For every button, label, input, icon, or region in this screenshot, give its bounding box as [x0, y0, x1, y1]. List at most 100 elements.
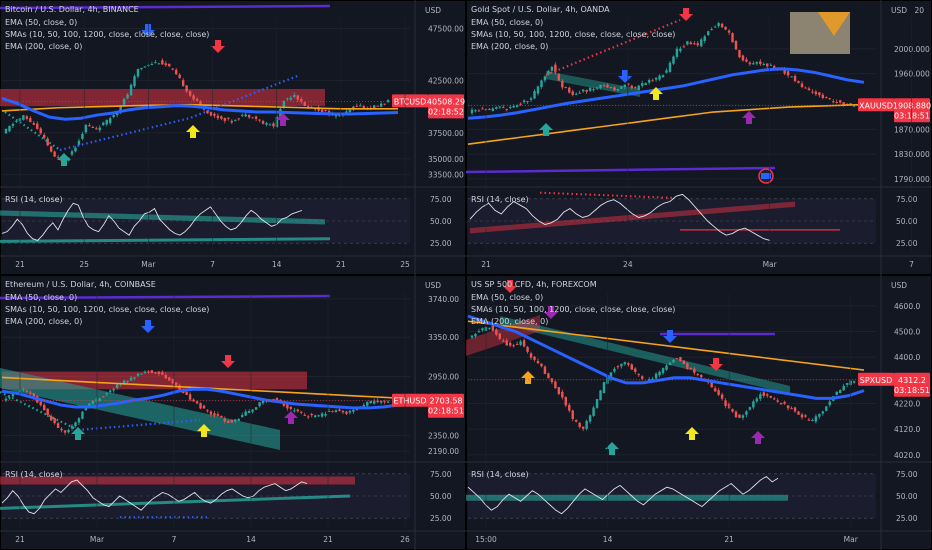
candle-body	[98, 398, 102, 401]
candle-body	[206, 410, 209, 412]
candle-body	[703, 36, 706, 41]
candle-body	[543, 366, 547, 374]
candle-body	[568, 404, 571, 411]
time-tick: 25	[79, 260, 89, 269]
time-tick: 21	[724, 535, 734, 544]
candle-body	[640, 83, 644, 86]
candle-body	[811, 91, 814, 93]
candle-body	[8, 126, 11, 132]
rsi-level-tick: 25.00	[896, 239, 918, 248]
candle-body	[814, 91, 818, 95]
candle-body	[25, 390, 29, 392]
candle-body	[199, 101, 202, 106]
candle-body	[171, 379, 174, 384]
candle-body	[88, 125, 91, 127]
candle-body	[140, 67, 143, 69]
candle-body	[700, 39, 703, 47]
currency-label: USD	[891, 281, 907, 290]
price-tick: 4120.0	[894, 425, 920, 434]
candle-body	[341, 410, 345, 413]
chart-title: Gold Spot / U.S. Dollar, 4h, OANDA	[471, 5, 610, 14]
candle-body	[564, 397, 568, 406]
candle-body	[150, 64, 154, 66]
candle-body	[498, 333, 502, 339]
candle-body	[102, 396, 105, 398]
candle-body	[738, 50, 741, 58]
candle-body	[627, 363, 630, 365]
candle-body	[606, 84, 609, 88]
rsi-trend-band	[0, 210, 325, 225]
rsi-level-tick: 75.00	[896, 470, 918, 479]
candle-body	[623, 362, 627, 365]
candle-body	[240, 115, 244, 117]
price-tag	[894, 98, 930, 123]
candle-body	[536, 86, 540, 94]
candle-body	[717, 23, 720, 26]
candle-body	[515, 105, 519, 107]
candle-body	[46, 138, 49, 146]
indicator-legend: EMA (50, close, 0)	[471, 18, 543, 27]
candle-body	[300, 99, 303, 102]
candle-body	[112, 114, 115, 118]
candle-body	[11, 393, 15, 397]
candle-body	[133, 377, 136, 379]
candle-body	[95, 128, 98, 130]
price-tick: 3350.00	[428, 333, 459, 342]
candle-body	[129, 377, 133, 381]
signal-arrow-up-icon	[186, 125, 200, 138]
candle-body	[129, 84, 133, 96]
signal-arrow-up-icon	[57, 153, 71, 166]
candle-body	[345, 111, 348, 113]
candle-body	[36, 123, 39, 129]
ema-50-line	[467, 314, 865, 400]
candle-body	[797, 81, 800, 83]
candle-body	[220, 415, 223, 418]
candle-body	[828, 98, 832, 100]
candle-body	[554, 64, 557, 73]
candle-body	[42, 404, 46, 411]
countdown-label: 03:18:51	[894, 386, 930, 395]
candle-body	[495, 107, 498, 109]
candle-body	[470, 109, 474, 114]
candle-body	[818, 414, 821, 417]
candle-body	[115, 112, 119, 116]
candle-body	[821, 411, 825, 414]
indicator-legend: EMA (50, close, 0)	[5, 18, 77, 27]
signal-arrow-up-icon	[649, 87, 663, 100]
candle-body	[734, 411, 738, 418]
rsi-level-tick: 25.00	[430, 514, 452, 523]
candle-body	[498, 106, 502, 108]
candle-body	[63, 430, 67, 433]
candle-body	[585, 420, 588, 429]
candle-body	[550, 378, 554, 383]
time-tick: Mar	[141, 260, 156, 269]
candle-body	[477, 110, 481, 112]
rsi-trend-band	[470, 201, 795, 234]
candle-body	[383, 401, 386, 403]
time-tick: 21	[15, 535, 25, 544]
rsi-level-tick: 75.00	[430, 470, 452, 479]
candle-body	[282, 403, 286, 406]
time-tick: Mar	[844, 535, 859, 544]
time-tick: 26	[400, 535, 410, 544]
candle-body	[547, 373, 550, 379]
time-tick: 14	[246, 535, 256, 544]
candle-body	[800, 83, 804, 87]
candle-body	[105, 119, 108, 125]
time-tick: 24	[623, 260, 633, 269]
signal-arrow-down-icon	[544, 306, 558, 319]
candle-body	[220, 116, 223, 119]
candle-body	[282, 100, 286, 108]
candle-body	[769, 395, 772, 398]
rsi-level-tick: 50.00	[430, 492, 452, 501]
candle-body	[706, 31, 710, 36]
candle-body	[627, 83, 630, 85]
price-tick: 1870.000	[894, 125, 930, 134]
candle-body	[60, 428, 63, 431]
price-tick: 20	[914, 6, 924, 15]
candle-body	[505, 109, 508, 111]
candle-body	[835, 101, 838, 103]
candle-body	[122, 98, 126, 105]
candle-body	[654, 77, 658, 80]
